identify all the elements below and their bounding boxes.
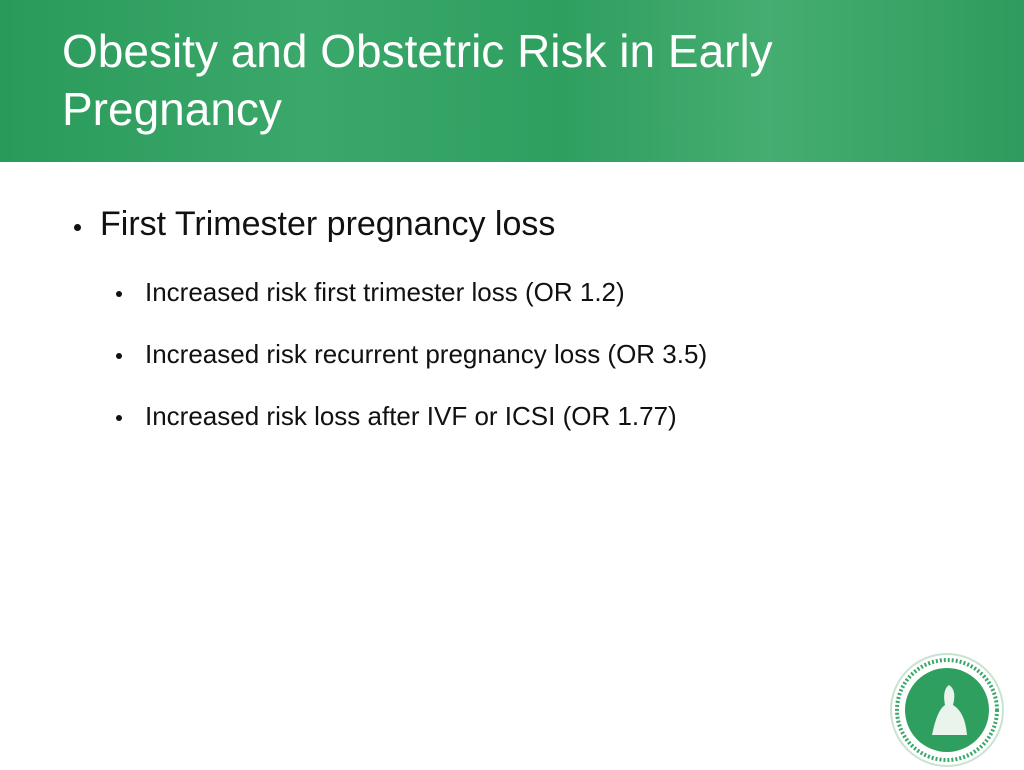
bullet-dot xyxy=(116,415,122,421)
sub-bullet-text: Increased risk loss after IVF or ICSI (O… xyxy=(145,401,677,431)
logo-seal xyxy=(890,653,1004,767)
slide-title: Obesity and Obstetric Risk in Early Preg… xyxy=(62,25,773,135)
bullet-dot xyxy=(73,223,81,231)
bullet-dot xyxy=(116,353,122,359)
bullet-text: First Trimester pregnancy loss xyxy=(100,205,556,243)
sub-bullet-text: Increased risk first trimester loss (OR … xyxy=(145,277,625,307)
sub-bullet-text: Increased risk recurrent pregnancy loss … xyxy=(145,339,708,369)
bullet-dot xyxy=(116,291,122,297)
header-banner: Obesity and Obstetric Risk in Early Preg… xyxy=(0,0,1024,162)
